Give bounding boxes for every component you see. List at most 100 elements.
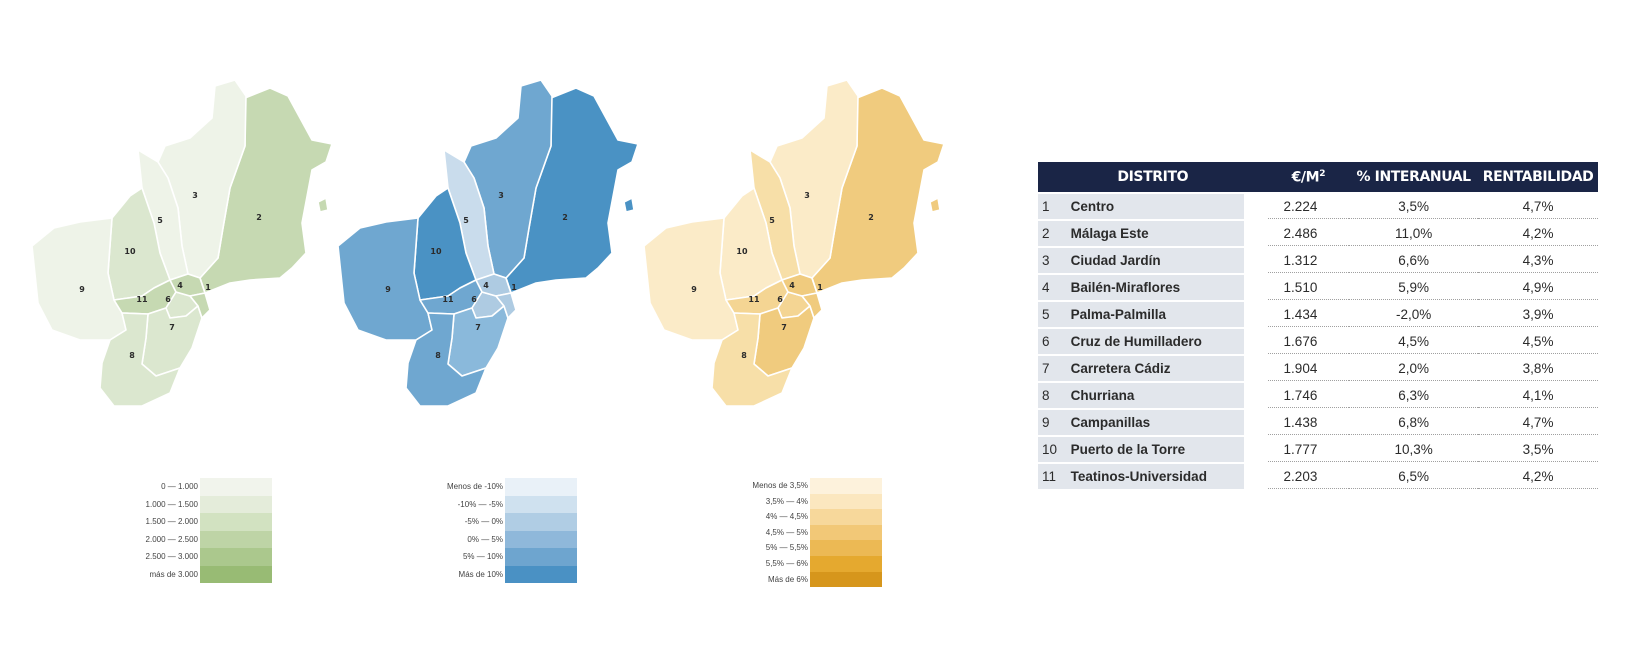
district-interanual: 6,6% [1349,248,1479,273]
district-rentabilidad: 3,9% [1478,302,1598,327]
district-rentabilidad: 4,3% [1478,248,1598,273]
legend-swatch [810,493,882,510]
district-rentabilidad: 4,9% [1478,275,1598,300]
district-number: 9 [1038,410,1067,435]
map-district-label: 8 [435,351,441,360]
legend-item: 5% — 10% [427,548,577,566]
legend-swatch [200,548,272,566]
table-row: 3 Ciudad Jardín 1.312 6,6% 4,3% [1038,248,1598,273]
legend-swatch [505,478,577,496]
district-price: 1.438 [1267,410,1350,435]
header-district: DISTRITO [1038,162,1268,192]
legend-item: 0 — 1.000 [122,478,272,496]
legend-swatch [810,524,882,541]
legend-label: 2.500 — 3.000 [145,552,198,561]
district-table: DISTRITO €/M2 % INTERANUAL RENTABILIDAD … [1038,160,1598,491]
legend-item: Menos de -10% [427,478,577,496]
district-interanual: 6,8% [1349,410,1479,435]
district-name: Campanillas [1066,410,1268,435]
district-number: 10 [1038,437,1067,462]
legend-label: 4% — 4,5% [765,512,808,522]
map-district-label: 5 [463,216,469,225]
district-name: Centro [1066,194,1268,219]
header-price: €/M2 [1267,162,1350,192]
district-price: 1.746 [1267,383,1350,408]
table-row: 1 Centro 2.224 3,5% 4,7% [1038,194,1598,219]
legend-item: 3,5% — 4% [732,493,882,510]
map-district-label: 3 [192,191,198,200]
table-row: 8 Churriana 1.746 6,3% 4,1% [1038,383,1598,408]
district-number: 2 [1038,221,1067,246]
legend-swatch [810,556,882,572]
legend-swatch [505,513,577,531]
map-district-label: 1 [817,283,823,292]
map-district-label: 2 [562,213,568,222]
district-rentabilidad: 4,5% [1478,329,1598,354]
legend-swatch [200,530,272,548]
district-rentabilidad: 3,5% [1478,437,1598,462]
legend-item: 4,5% — 5% [732,524,882,541]
legend-label: 0 — 1.000 [161,482,198,491]
map-district-label: 10 [736,247,748,256]
district-number: 6 [1038,329,1067,354]
district-rentabilidad: 4,7% [1478,410,1598,435]
map-district-label: 3 [804,191,810,200]
district-rentabilidad: 4,7% [1478,194,1598,219]
legend-label: 5% — 5,5% [765,543,808,553]
legend-item: más de 3.000 [122,565,272,583]
district-interanual: 11,0% [1349,221,1479,246]
map-district-1 [801,277,823,319]
map-district-label: 10 [124,247,136,256]
map-island [623,197,635,213]
district-name: Teatinos-Universidad [1066,464,1268,489]
district-rentabilidad: 4,1% [1478,383,1598,408]
map-district-1 [189,277,211,319]
map-price: 1 2 3 4 5 6 7 8 9 10 11 [30,78,350,428]
district-interanual: 2,0% [1349,356,1479,381]
map-svg: 1 2 3 4 5 6 7 8 9 10 11 [337,79,639,407]
legend-swatch [810,478,882,494]
legend-label: -5% — 0% [464,517,503,526]
map-district-label: 7 [475,323,481,332]
map-district-label: 10 [430,247,442,256]
map-district-label: 4 [789,281,795,290]
district-rentabilidad: 4,2% [1478,464,1598,489]
map-district-8 [405,312,487,407]
legend-label: Más de 10% [458,569,503,579]
map-district-label: 8 [129,351,135,360]
map-district-label: 7 [781,323,787,332]
legend-swatch [200,513,272,531]
map-island [317,197,329,213]
map-district-label: 4 [177,281,183,290]
table-row: 11 Teatinos-Universidad 2.203 6,5% 4,2% [1038,464,1598,489]
legend-item: Más de 10% [427,565,577,583]
legend-item: 1.000 — 1.500 [122,495,272,513]
map-district-label: 3 [498,191,504,200]
legend-item: Más de 6% [732,571,882,588]
map-district-label: 6 [471,295,477,304]
district-name: Málaga Este [1066,221,1268,246]
map-district-label: 8 [741,351,747,360]
map-district-label: 9 [385,285,391,294]
legend-label: más de 3.000 [149,569,198,579]
district-number: 11 [1038,464,1067,489]
district-interanual: 5,9% [1349,275,1479,300]
table-row: 9 Campanillas 1.438 6,8% 4,7% [1038,410,1598,435]
map-district-label: 7 [169,323,175,332]
district-name: Palma-Palmilla [1066,302,1268,327]
map-district-label: 2 [868,213,874,222]
district-price: 1.434 [1267,302,1350,327]
district-price: 1.510 [1267,275,1350,300]
map-district-label: 11 [748,295,760,304]
map-district-label: 11 [136,295,148,304]
table-row: 2 Málaga Este 2.486 11,0% 4,2% [1038,221,1598,246]
legend-item: 2.500 — 3.000 [122,548,272,566]
legend-swatch [200,495,272,513]
map-district-8 [99,312,181,407]
map-district-label: 4 [483,281,489,290]
legend-item: 2.000 — 2.500 [122,530,272,548]
map-district-label: 9 [691,285,697,294]
legend-label: 1.500 — 2.000 [145,517,198,526]
district-number: 8 [1038,383,1067,408]
district-name: Ciudad Jardín [1066,248,1268,273]
